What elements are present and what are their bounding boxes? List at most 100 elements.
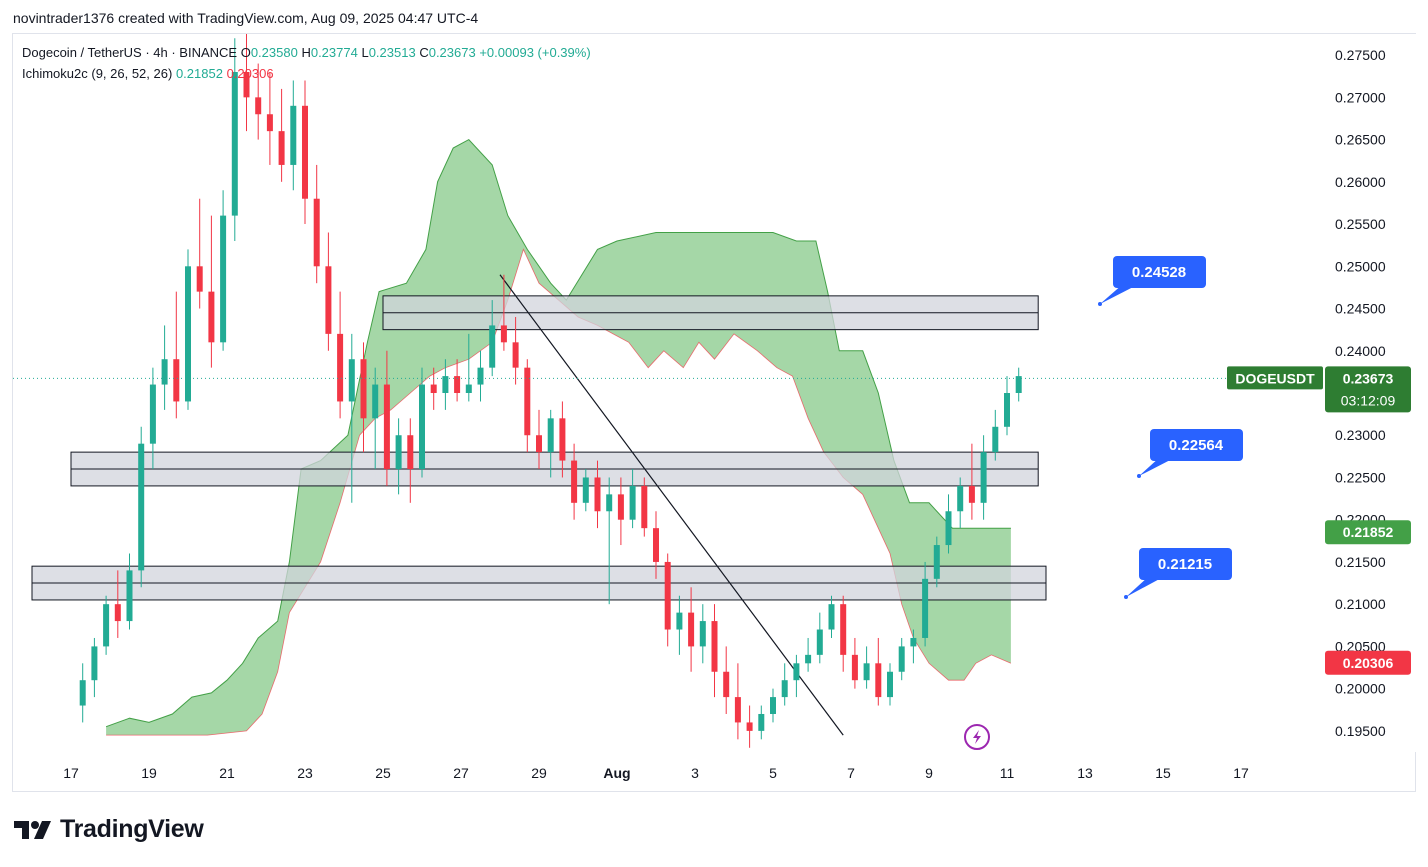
candle[interactable] (910, 629, 917, 664)
candle[interactable] (547, 409, 554, 478)
candle[interactable] (430, 367, 437, 410)
candle-body (606, 494, 613, 512)
candle[interactable] (524, 359, 531, 453)
candle[interactable] (454, 359, 461, 402)
candle[interactable] (1004, 376, 1010, 436)
candle[interactable] (699, 604, 706, 664)
candle[interactable] (957, 477, 964, 529)
price-chart[interactable]: 0.195000.200000.205000.210000.215000.220… (13, 34, 1417, 793)
candle[interactable] (664, 553, 671, 647)
candle[interactable] (571, 443, 578, 520)
candle[interactable] (606, 477, 613, 605)
tradingview-logo[interactable]: TradingView (14, 815, 204, 844)
candle[interactable] (676, 595, 683, 655)
candle[interactable] (828, 595, 835, 638)
callout-pointer (1100, 284, 1139, 304)
candle[interactable] (360, 342, 367, 453)
candle[interactable] (968, 443, 975, 520)
candle[interactable] (489, 300, 496, 377)
candle-body (828, 604, 835, 630)
candle[interactable] (688, 587, 695, 672)
candle[interactable] (770, 688, 776, 723)
candle[interactable] (477, 350, 484, 402)
candle[interactable] (922, 561, 929, 647)
candle[interactable] (617, 477, 624, 546)
candle[interactable] (79, 663, 86, 723)
candle[interactable] (383, 350, 390, 486)
candle[interactable] (992, 409, 999, 461)
candle[interactable] (536, 409, 542, 470)
candle[interactable] (442, 359, 449, 410)
candle[interactable] (805, 637, 812, 672)
candle[interactable] (255, 63, 262, 140)
chart-frame[interactable]: 0.19500 0.20000 0.20500 0.21000 0.21500 0.220… (12, 33, 1417, 793)
candle[interactable] (395, 418, 402, 495)
candle[interactable] (851, 637, 858, 689)
candle[interactable] (933, 536, 940, 588)
candle[interactable] (559, 401, 566, 478)
cloud-span-a (105, 138, 1011, 728)
candle[interactable] (898, 637, 905, 681)
candle[interactable] (91, 637, 98, 698)
candle[interactable] (793, 654, 800, 698)
candle[interactable] (243, 34, 250, 132)
candle[interactable] (629, 469, 636, 529)
candle[interactable] (302, 80, 308, 225)
candle[interactable] (734, 663, 741, 740)
candle[interactable] (641, 477, 648, 537)
candle-body (781, 680, 788, 698)
candle[interactable] (138, 426, 145, 588)
candle[interactable] (220, 190, 227, 351)
candle[interactable] (723, 646, 730, 714)
candle[interactable] (173, 291, 180, 419)
candle[interactable] (512, 316, 519, 385)
candle[interactable] (582, 469, 589, 512)
candle[interactable] (290, 80, 297, 191)
candle[interactable] (653, 511, 659, 579)
candle[interactable] (875, 637, 882, 706)
candle[interactable] (278, 88, 285, 182)
lightning-icon[interactable] (964, 724, 990, 750)
candle[interactable] (149, 367, 156, 470)
candle[interactable] (980, 435, 987, 520)
candle[interactable] (1015, 367, 1022, 402)
candle[interactable] (887, 663, 893, 706)
candle[interactable] (758, 705, 765, 740)
candle[interactable] (465, 333, 472, 402)
candle[interactable] (266, 72, 273, 165)
candle[interactable] (945, 494, 952, 554)
candle[interactable] (126, 553, 133, 630)
candle[interactable] (185, 249, 191, 410)
trendline-layer (499, 274, 844, 736)
candle-body (840, 604, 847, 655)
candle[interactable] (372, 367, 379, 470)
price-callouts: 0.24528 0.22564 0.21215 (1098, 256, 1243, 599)
candle[interactable] (746, 705, 753, 748)
candle[interactable] (313, 164, 320, 284)
candle-body (255, 97, 262, 115)
candle[interactable] (863, 646, 870, 689)
candle[interactable] (325, 232, 332, 351)
callout-2[interactable]: 0.21215 (1124, 548, 1232, 599)
candle[interactable] (816, 612, 823, 664)
candle-body (793, 663, 800, 681)
trendline[interactable] (499, 274, 844, 736)
candle[interactable] (419, 367, 425, 478)
candle[interactable] (348, 333, 355, 503)
candle[interactable] (711, 604, 718, 698)
callout-1[interactable]: 0.22564 (1137, 429, 1243, 478)
candle[interactable] (594, 460, 601, 529)
callout-anchor (1124, 595, 1128, 599)
candle[interactable] (196, 198, 203, 309)
candle[interactable] (500, 274, 507, 351)
candle[interactable] (161, 325, 168, 410)
candle[interactable] (114, 570, 121, 638)
callout-0[interactable]: 0.24528 (1098, 256, 1206, 306)
candle[interactable] (337, 291, 344, 419)
candle[interactable] (103, 595, 110, 655)
candle[interactable] (840, 595, 847, 672)
candle[interactable] (407, 418, 414, 503)
candle[interactable] (231, 38, 238, 241)
candle[interactable] (208, 215, 215, 368)
candle[interactable] (781, 663, 788, 706)
